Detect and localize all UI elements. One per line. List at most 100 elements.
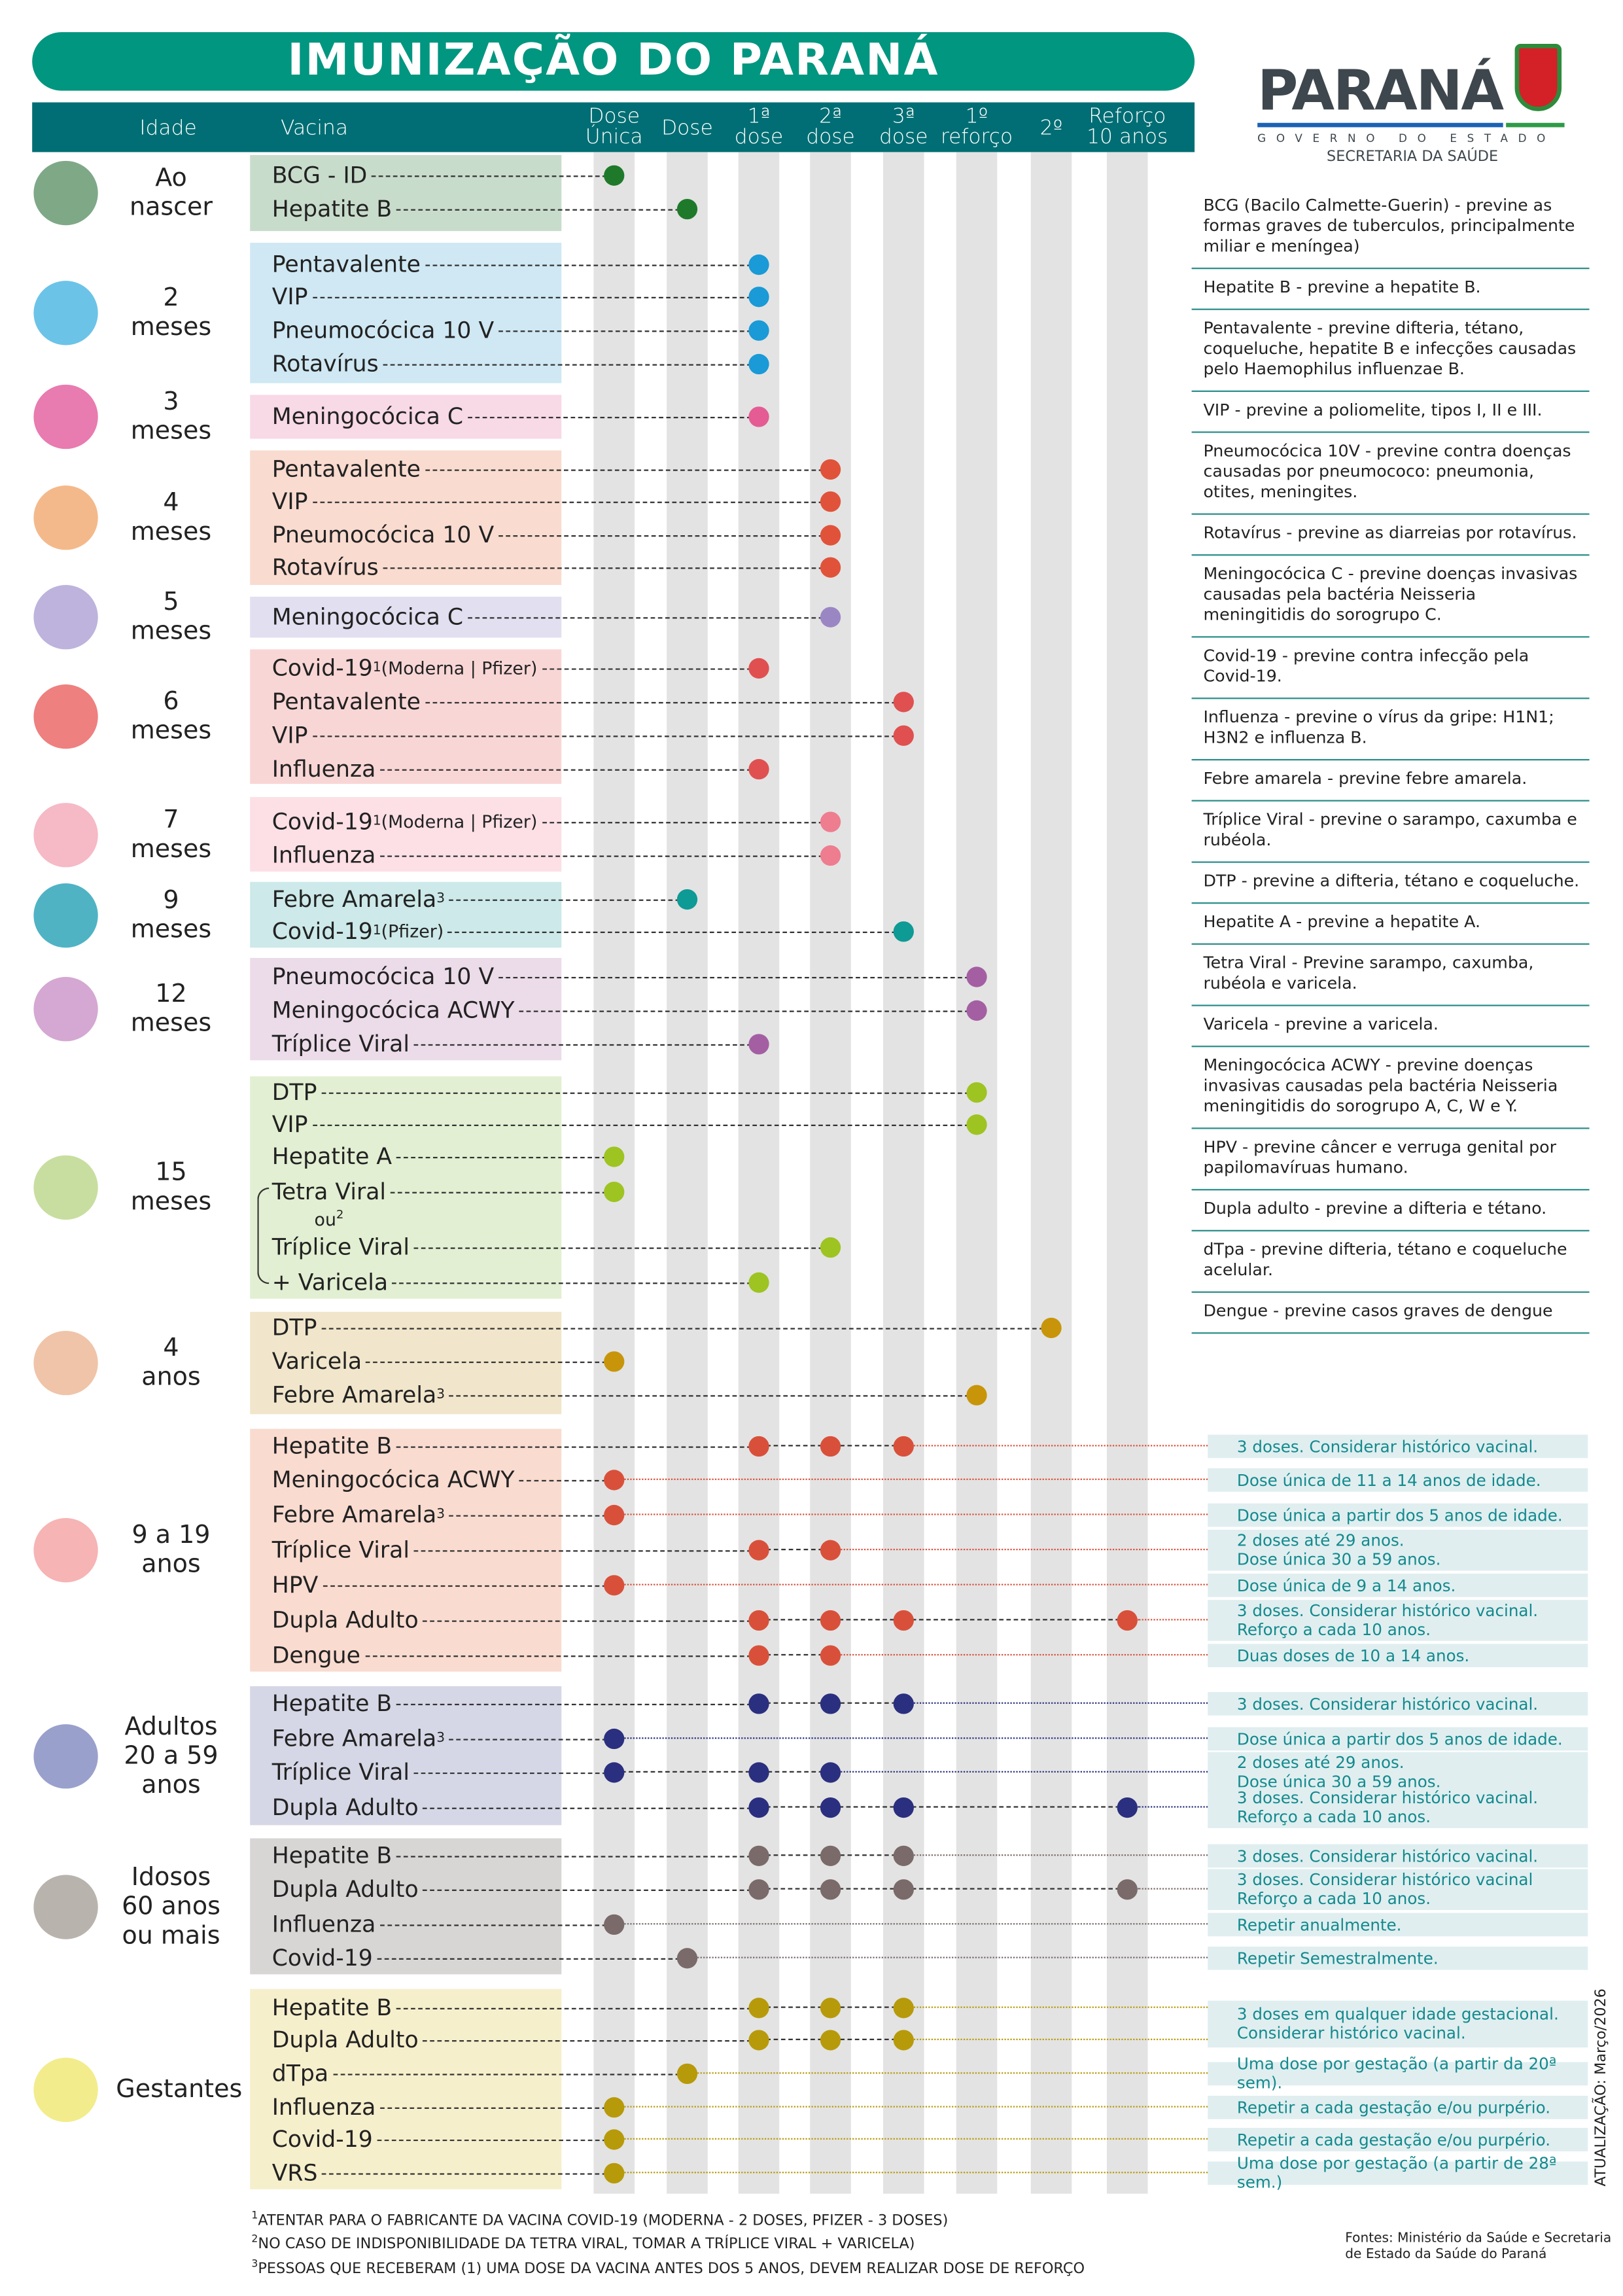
or-label: ou2 [315,1208,344,1230]
note-leader [624,1923,1208,1925]
vaccine-name: Tríplice Viral [271,1031,410,1057]
header-column-2: 1ª dose [734,105,784,149]
dose-dot [820,1845,841,1866]
note-leader [624,1513,1208,1515]
vaccine-row: VIP [272,1112,977,1138]
vaccine-row: VRS [272,2160,614,2186]
vaccine-row: Hepatite B [271,1433,759,1460]
vaccine-row: Hepatite B [272,1691,759,1717]
footnote: 3PESSOAS QUE RECEBERAM (1) UMA DOSE DA V… [251,2255,1202,2278]
vaccine-name: BCG - ID [271,162,368,189]
note-leader [913,1854,1208,1856]
dashed-leader [467,415,759,418]
glossary-item: dTpa - previne difteria, tétano e coquel… [1191,1231,1590,1293]
dose-dot [966,1385,987,1405]
dashed-leader [519,1479,614,1481]
dashed-leader [321,1091,977,1093]
footnote-text: ATENTAR PARA O FABRICANTE DA VACINA COVI… [258,2213,949,2230]
dose-dot [893,2030,914,2051]
header-column-1: Dose [661,116,713,141]
dose-dot [1117,1797,1138,1818]
dose-dot [820,607,841,627]
dose-dot [820,1762,841,1783]
dose-dot [676,1948,698,1969]
vaccine-row: Febre Amarela 3 [272,1502,614,1528]
dashed-leader [413,1246,831,1248]
vaccine-name: Dengue [271,1642,360,1669]
glossary-item: Meningocócica C - previne doenças invasi… [1191,556,1590,638]
dashed-leader [380,2106,614,2108]
vaccine-name: Pentavalente [271,456,421,483]
vaccine-name: VIP [271,283,308,310]
vaccine-name: Covid-19 [271,1945,373,1971]
vaccine-row: Dupla Adulto [272,1877,759,1903]
dashed-leader [377,2138,614,2141]
toddler-walking-icon [33,1155,98,1220]
vaccine-name: Hepatite B [271,1433,393,1460]
age-label: 7 meses [130,805,212,864]
vaccine-row: BCG - ID [272,162,614,188]
dashed-leader [312,296,759,298]
note-leader [624,2172,1208,2174]
vaccine-row: Pentavalente [272,689,904,715]
dose-dot [748,1998,769,2019]
glossary-item: Hepatite A - previne a hepatite A. [1191,904,1590,945]
header-column-5: 1º reforço [940,105,1013,149]
dashed-leader [449,1394,977,1396]
dose-dot [893,1797,914,1818]
dose-dot [748,353,769,375]
age-group-box [250,1311,562,1415]
vaccine-row: Covid-19 1 (Moderna | Pfizer) [272,655,759,682]
dashed-leader [449,898,688,900]
glossary-item: Influenza - previne o vírus da gripe: H1… [1191,699,1590,761]
dose-dot [893,1693,914,1714]
note-box: Repetir anualmente. [1208,1913,1588,1937]
dashed-leader [498,534,831,537]
vaccine-row: VIP [272,722,904,749]
header-vacina: Vacina [280,116,349,141]
footnote-text: NO CASO DE INDISPONIBILIDADE DA TETRA VI… [258,2236,915,2253]
vaccine-name: Covid-19 [271,918,373,945]
dose-dot [748,1610,769,1631]
dashed-leader [380,1924,614,1926]
dose-dot [604,1351,625,1372]
vaccine-name: Dupla Adulto [271,1607,419,1634]
note-leader [1137,1619,1208,1621]
glossary-item: Rotavírus - previne as diarreias por rot… [1191,515,1590,556]
dose-dot [893,921,914,942]
vaccine-row: Covid-19 1 (Pfizer) [272,919,904,945]
note-box: Dose única de 11 a 14 anos de idade. [1208,1468,1588,1492]
dashed-leader [366,1360,614,1362]
dashed-leader [425,264,759,266]
glossary-item: Febre amarela - previne febre amarela. [1191,760,1590,802]
newborn-icon [33,160,98,226]
vaccine-row: VIP [272,284,759,310]
vaccine-row: Pentavalente [272,251,759,278]
vaccine-glossary: BCG (Bacilo Calmette-Guerin) - previne a… [1191,187,1590,1334]
dose-dot [604,2097,625,2118]
vaccine-name: VIP [271,722,308,749]
vaccine-name: Influenza [271,842,376,869]
dose-dot [820,491,841,512]
dose-dot [820,1693,841,1714]
vaccine-row: Febre Amarela 3 [272,1725,614,1752]
dashed-leader [423,2039,759,2041]
dose-dot [604,1762,625,1783]
dashed-leader [413,1043,759,1045]
dose-dot [748,2030,769,2051]
vaccine-name: Pentavalente [271,688,421,715]
note-leader [624,2106,1208,2108]
note-box: 3 doses em qualquer idade gestacional. C… [1208,2000,1588,2048]
footnote-marker: 3 [436,1388,445,1403]
vaccine-row: Hepatite A [272,1144,614,1170]
age-label: Gestantes [116,2074,243,2104]
vaccine-name: Febre Amarela [271,1382,437,1409]
dashed-leader [390,1191,614,1193]
dashed-leader [396,1855,759,1857]
age-group-box [250,1988,562,2189]
dose-dot [820,1610,841,1631]
footnote-number: 2 [251,2233,258,2246]
dose-dot [748,1693,769,1714]
vaccine-name: Febre Amarela [271,886,437,913]
dose-dot [820,557,841,578]
